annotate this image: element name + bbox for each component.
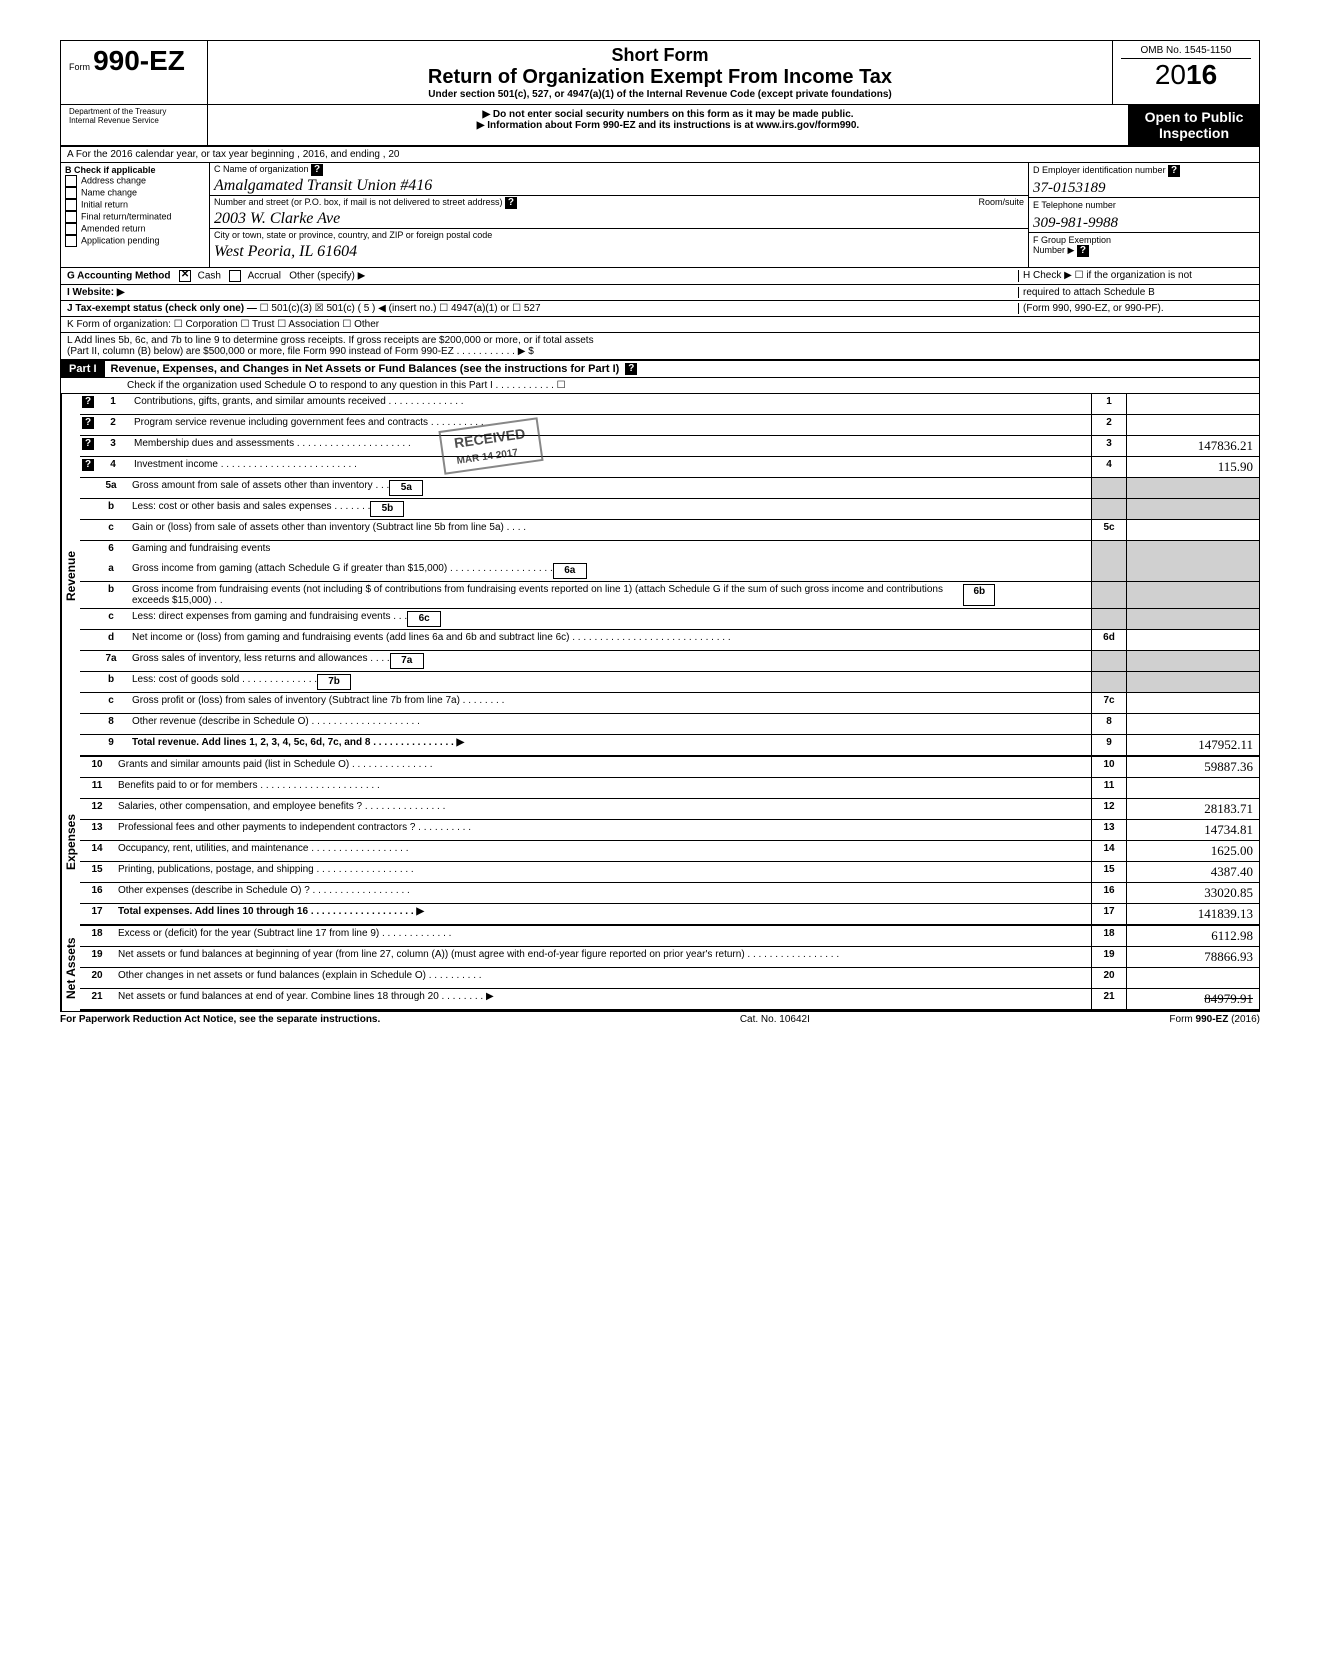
phone-row: E Telephone number 309-981-9988 — [1029, 198, 1259, 233]
main-title: Return of Organization Exempt From Incom… — [216, 66, 1104, 89]
help-icon: ? — [505, 197, 517, 209]
ein-row: D Employer identification number ? 37-01… — [1029, 163, 1259, 198]
city-state-zip: West Peoria, IL 61604 — [214, 243, 357, 261]
line-1: ? 1 Contributions, gifts, grants, and si… — [80, 394, 1259, 415]
subtitle: Under section 501(c), 527, or 4947(a)(1)… — [216, 89, 1104, 100]
line-11: 11 Benefits paid to or for members . . .… — [80, 778, 1259, 799]
part1-title: Revenue, Expenses, and Changes in Net As… — [105, 361, 626, 377]
line-6: 6 Gaming and fundraising events — [80, 541, 1259, 561]
line-6a: a Gross income from gaming (attach Sched… — [80, 561, 1259, 582]
expenses-label: Expenses — [61, 757, 80, 926]
tax-year: 2016 — [1121, 59, 1251, 91]
line-6b: b Gross income from fundraising events (… — [80, 582, 1259, 609]
short-form-label: Short Form — [216, 45, 1104, 66]
revenue-section: RECEIVED MAR 14 2017 Revenue ? 1 Contrib… — [61, 394, 1259, 757]
line-13: 13 Professional fees and other payments … — [80, 820, 1259, 841]
form-number-cell: Form 990-EZ — [61, 41, 208, 104]
check-pending[interactable]: Application pending — [65, 235, 205, 247]
phone: 309-981-9988 — [1033, 215, 1118, 232]
name-address-column: C Name of organization ? Amalgamated Tra… — [210, 163, 1029, 267]
form-990ez: Form 990-EZ Short Form Return of Organiz… — [60, 40, 1260, 1012]
help-icon: ? — [1077, 245, 1089, 257]
expenses-section: Expenses 10 Grants and similar amounts p… — [61, 757, 1259, 926]
line-7c: c Gross profit or (loss) from sales of i… — [80, 693, 1259, 714]
part1-check-line: Check if the organization used Schedule … — [61, 378, 1259, 394]
header-row: Form 990-EZ Short Form Return of Organiz… — [61, 41, 1259, 105]
form-number: 990-EZ — [93, 45, 185, 76]
line-12: 12 Salaries, other compensation, and emp… — [80, 799, 1259, 820]
netassets-section: Net Assets 18 Excess or (deficit) for th… — [61, 926, 1259, 1011]
line-18: 18 Excess or (deficit) for the year (Sub… — [80, 926, 1259, 947]
row-k: K Form of organization: ☐ Corporation ☐ … — [61, 317, 1259, 333]
line-7a: 7a Gross sales of inventory, less return… — [80, 651, 1259, 672]
line-5a: 5a Gross amount from sale of assets othe… — [80, 478, 1259, 499]
check-name[interactable]: Name change — [65, 187, 205, 199]
dept-cell: Department of the Treasury Internal Reve… — [61, 105, 208, 145]
check-address[interactable]: Address change — [65, 175, 205, 187]
city-row: City or town, state or province, country… — [210, 229, 1028, 261]
line-21: 21 Net assets or fund balances at end of… — [80, 989, 1259, 1011]
footer-right: Form 990-EZ (2016) — [1169, 1014, 1260, 1025]
info-cell: ▶ Do not enter social security numbers o… — [208, 105, 1128, 145]
street-address: 2003 W. Clarke Ave — [214, 210, 340, 228]
row-i: I Website: ▶ required to attach Schedule… — [61, 285, 1259, 301]
footer-mid: Cat. No. 10642I — [740, 1014, 810, 1025]
footer: For Paperwork Reduction Act Notice, see … — [60, 1012, 1260, 1027]
help-icon: ? — [1168, 165, 1180, 177]
year-cell: OMB No. 1545-1150 2016 — [1112, 41, 1259, 104]
check-column: B Check if applicable Address change Nam… — [61, 163, 210, 267]
line-19: 19 Net assets or fund balances at beginn… — [80, 947, 1259, 968]
row-j: J Tax-exempt status (check only one) — ☐… — [61, 301, 1259, 317]
org-name: Amalgamated Transit Union #416 — [214, 177, 432, 195]
org-name-row: C Name of organization ? Amalgamated Tra… — [210, 163, 1028, 196]
street-row: Number and street (or P.O. box, if mail … — [210, 196, 1028, 229]
line-6d: d Net income or (loss) from gaming and f… — [80, 630, 1259, 651]
check-amended[interactable]: Amended return — [65, 223, 205, 235]
row-l: L Add lines 5b, 6c, and 7b to line 9 to … — [61, 333, 1259, 361]
check-accrual[interactable] — [229, 270, 241, 282]
dept-row: Department of the Treasury Internal Reve… — [61, 105, 1259, 147]
check-initial[interactable]: Initial return — [65, 199, 205, 211]
netassets-label: Net Assets — [61, 926, 80, 1011]
row-a: A For the 2016 calendar year, or tax yea… — [61, 147, 1259, 163]
row-g: G Accounting Method Cash Accrual Other (… — [61, 268, 1259, 285]
help-icon: ? — [625, 363, 637, 375]
right-info-column: D Employer identification number ? 37-01… — [1029, 163, 1259, 267]
line-10: 10 Grants and similar amounts paid (list… — [80, 757, 1259, 778]
h-check: H Check ▶ ☐ if the organization is not — [1018, 270, 1253, 282]
revenue-label: Revenue — [61, 394, 80, 757]
footer-left: For Paperwork Reduction Act Notice, see … — [60, 1014, 380, 1025]
line-17: 17 Total expenses. Add lines 10 through … — [80, 904, 1259, 926]
line-6c: c Less: direct expenses from gaming and … — [80, 609, 1259, 630]
line-7b: b Less: cost of goods sold . . . . . . .… — [80, 672, 1259, 693]
line-9: 9 Total revenue. Add lines 1, 2, 3, 4, 5… — [80, 735, 1259, 757]
line-16: 16 Other expenses (describe in Schedule … — [80, 883, 1259, 904]
part1-header: Part I Revenue, Expenses, and Changes in… — [61, 361, 1259, 378]
omb-number: OMB No. 1545-1150 — [1121, 45, 1251, 59]
form-prefix: Form — [69, 62, 90, 72]
open-public-cell: Open to Public Inspection — [1128, 105, 1259, 145]
line-20: 20 Other changes in net assets or fund b… — [80, 968, 1259, 989]
part1-label: Part I — [61, 361, 105, 377]
title-cell: Short Form Return of Organization Exempt… — [208, 41, 1112, 104]
line-8: 8 Other revenue (describe in Schedule O)… — [80, 714, 1259, 735]
section-bcdef: B Check if applicable Address change Nam… — [61, 163, 1259, 268]
line-2: ? 2 Program service revenue including go… — [80, 415, 1259, 436]
group-exemption-row: F Group Exemption Number ▶ ? — [1029, 233, 1259, 267]
check-cash[interactable] — [179, 270, 191, 282]
help-icon: ? — [311, 164, 323, 176]
line-3: ? 3 Membership dues and assessments . . … — [80, 436, 1259, 457]
line-15: 15 Printing, publications, postage, and … — [80, 862, 1259, 883]
ein: 37-0153189 — [1033, 180, 1106, 197]
check-final[interactable]: Final return/terminated — [65, 211, 205, 223]
line-14: 14 Occupancy, rent, utilities, and maint… — [80, 841, 1259, 862]
open-public: Open to Public Inspection — [1129, 105, 1259, 145]
line-5b: b Less: cost or other basis and sales ex… — [80, 499, 1259, 520]
line-5c: c Gain or (loss) from sale of assets oth… — [80, 520, 1259, 541]
line-4: ? 4 Investment income . . . . . . . . . … — [80, 457, 1259, 478]
